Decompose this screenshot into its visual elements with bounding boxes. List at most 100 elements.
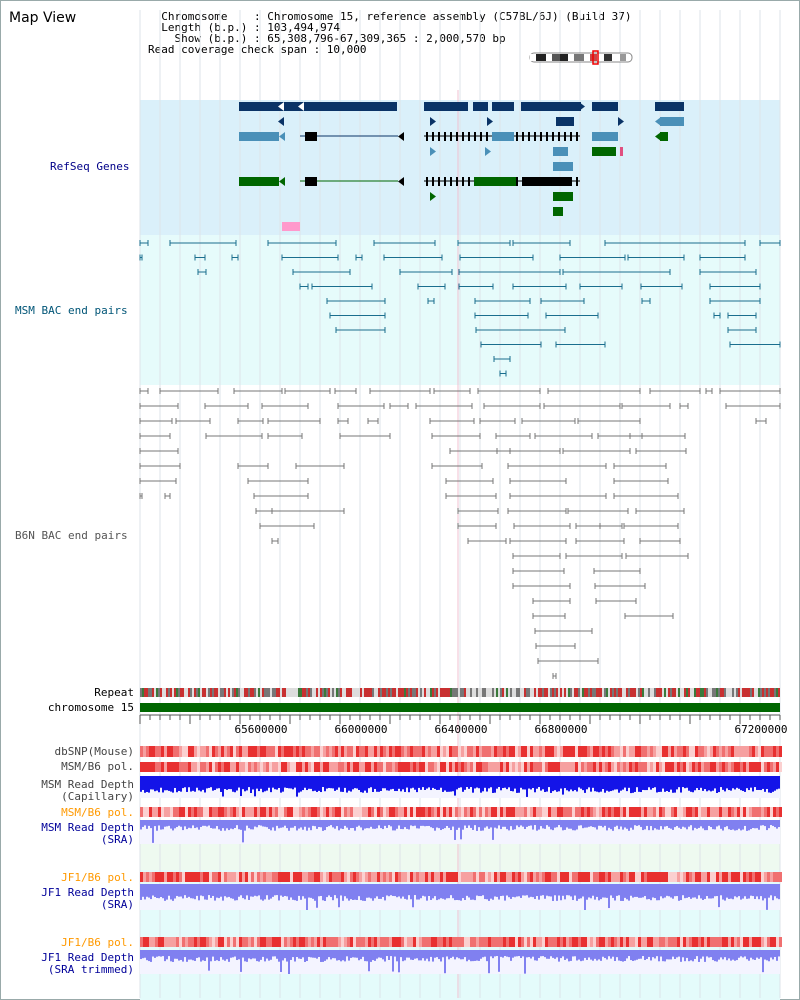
depth-bar	[562, 950, 564, 957]
depth-bar	[320, 776, 322, 793]
depth-bar	[444, 776, 446, 791]
depth-bar	[630, 820, 632, 828]
repeat-block	[562, 688, 564, 697]
depth-bar	[742, 820, 744, 830]
heatmap-cell	[779, 762, 782, 772]
heatmap-cell	[434, 807, 437, 817]
depth-bar	[636, 776, 638, 788]
depth-bar	[478, 820, 480, 828]
heatmap-cell	[236, 762, 239, 772]
depth-bar	[162, 820, 164, 830]
heatmap-cell	[158, 807, 161, 817]
depth-bar	[634, 950, 636, 961]
heatmap-cell	[158, 746, 161, 757]
heatmap-cell	[779, 937, 782, 947]
depth-bar	[356, 776, 358, 789]
depth-bar	[238, 820, 240, 830]
depth-bar	[566, 950, 568, 959]
track-label-jf1-b6-pol-2: JF1/B6 pol.	[61, 936, 134, 949]
heatmap-cell	[662, 872, 665, 882]
heatmap-cell	[140, 807, 143, 817]
repeat-block	[618, 688, 620, 697]
depth-bar	[770, 884, 772, 896]
heatmap-cell	[395, 746, 398, 757]
heatmap-cell	[440, 746, 443, 757]
heatmap-cell	[584, 937, 587, 947]
depth-bar	[718, 884, 720, 908]
depth-bar	[272, 884, 274, 897]
ideogram-band	[584, 54, 590, 61]
heatmap-cell	[179, 746, 182, 757]
heatmap-cell	[611, 762, 614, 772]
depth-bar	[756, 776, 758, 790]
depth-bar	[144, 776, 146, 793]
heatmap-cell	[350, 807, 353, 817]
b6n-bac-pairs[interactable]	[139, 388, 781, 694]
repeat-block	[232, 688, 234, 697]
heatmap-cell	[254, 807, 257, 817]
heatmap-cell	[521, 746, 524, 757]
depth-bar	[330, 950, 332, 960]
heatmap-cell	[581, 762, 584, 772]
repeat-block	[360, 688, 362, 697]
heatmap-cell	[527, 807, 530, 817]
depth-bar	[730, 950, 732, 961]
heatmap-cell	[539, 762, 542, 772]
depth-bar	[732, 820, 734, 830]
refseq-gene-features[interactable]	[239, 102, 684, 231]
repeat-block	[522, 688, 524, 697]
depth-bar	[556, 820, 558, 828]
depth-bar	[264, 884, 266, 900]
repeat-block	[322, 688, 324, 697]
repeat-block	[288, 688, 290, 697]
heatmap-cell	[503, 872, 506, 882]
heatmap-cell	[260, 937, 263, 947]
repeat-block	[572, 688, 574, 697]
depth-bar	[178, 950, 180, 961]
heatmap-cell	[545, 762, 548, 772]
heatmap-cell	[773, 762, 776, 772]
heatmap-cell	[338, 746, 341, 757]
depth-bar	[518, 950, 520, 957]
heatmap-cell	[353, 746, 356, 757]
heatmap-cell	[191, 872, 194, 882]
repeat-block	[700, 688, 702, 697]
heatmap-cell	[248, 872, 251, 882]
depth-bar	[190, 884, 192, 899]
heatmap-cell	[380, 872, 383, 882]
repeat-block	[354, 688, 356, 697]
heatmap-cell	[248, 807, 251, 817]
repeat-track[interactable]	[140, 688, 780, 697]
heatmap-cell	[641, 746, 644, 757]
depth-bar	[198, 884, 200, 901]
heatmap-cell	[281, 807, 284, 817]
depth-bar	[528, 776, 530, 789]
depth-bar	[622, 884, 624, 901]
depth-bar	[558, 820, 560, 826]
depth-bar	[224, 776, 226, 790]
heatmap-cell	[416, 937, 419, 947]
repeat-block	[198, 688, 200, 697]
depth-bar	[638, 776, 640, 792]
depth-bar	[162, 884, 164, 899]
depth-bar	[244, 776, 246, 792]
msm-bac-pairs[interactable]	[139, 240, 781, 377]
depth-bar	[434, 820, 436, 831]
depth-bar	[410, 820, 412, 826]
depth-bar	[634, 820, 636, 826]
heatmap-cell	[662, 807, 665, 817]
repeat-block	[480, 688, 482, 697]
heatmap-cell	[569, 872, 572, 882]
depth-bar	[536, 884, 538, 897]
chromosome-ideogram[interactable]	[529, 50, 633, 65]
depth-bar	[316, 884, 318, 908]
heatmap-cell	[566, 746, 569, 757]
depth-bar	[276, 950, 278, 959]
depth-bar	[482, 820, 484, 831]
heatmap-cell	[401, 762, 404, 772]
heatmap-cell	[722, 762, 725, 772]
repeat-block	[542, 688, 544, 697]
repeat-block	[156, 688, 158, 697]
heatmap-cell	[428, 746, 431, 757]
